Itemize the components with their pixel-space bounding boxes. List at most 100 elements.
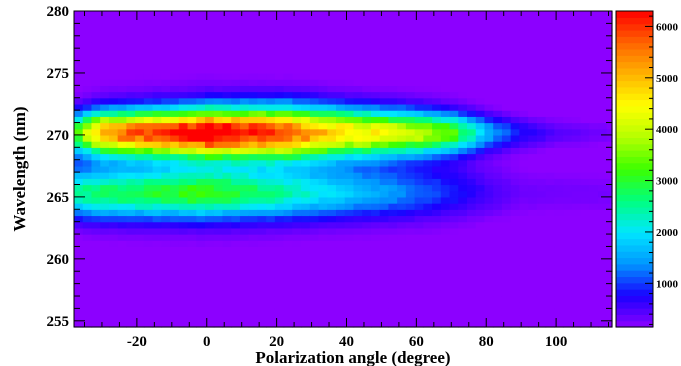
heatmap-cell [484,209,494,217]
heatmap-cell [501,172,512,179]
heatmap-cell [598,240,608,248]
heatmap-cell [536,215,547,223]
x-tick-label: 0 [203,334,211,350]
heatmap-cell [74,103,84,111]
heatmap-cell [449,29,459,37]
heatmap-cell [379,302,390,310]
heatmap-cell [598,172,608,179]
heatmap-cell [379,296,390,303]
heatmap-cell [170,246,180,254]
heatmap-cell [213,110,224,117]
y-tick-label: 280 [47,4,70,20]
heatmap-cell [135,265,145,272]
heatmap-cell [257,35,267,43]
heatmap-cell [74,29,84,37]
heatmap-cell [318,246,328,254]
heatmap-cell [309,252,320,260]
heatmap-cell [91,147,101,155]
heatmap-cell [336,265,346,272]
heatmap-cell [432,35,442,43]
heatmap-cell [397,221,407,229]
heatmap-cell [91,41,101,49]
heatmap-cell [353,23,363,31]
heatmap-cell [82,79,93,86]
heatmap-cell [135,221,145,229]
heatmap-cell [126,79,136,86]
color-scale-tick-label: 4000 [656,124,679,136]
heatmap-cell [449,314,459,322]
heatmap-cell [467,66,477,74]
heatmap-cell [528,116,538,124]
heatmap-cell [152,221,162,229]
heatmap-cell [397,11,407,18]
heatmap-cell [388,147,398,155]
heatmap-cell [414,209,424,217]
color-scale-tick-label: 1000 [656,278,679,290]
heatmap-cell [248,17,259,24]
heatmap-cell [327,23,337,31]
plot-frame [73,10,613,328]
heatmap-cell [222,72,232,80]
heatmap-cell [309,289,320,297]
heatmap-cell [519,320,529,328]
heatmap-cell [309,209,320,217]
heatmap-cell [405,48,416,55]
heatmap-cell [239,240,250,248]
heatmap-cell [108,234,119,241]
heatmap-cell [170,178,180,186]
heatmap-cell [484,178,494,186]
heatmap-cell [423,246,433,254]
heatmap-cell [108,116,119,124]
heatmap-cell [292,184,302,192]
heatmap-cell [336,165,346,173]
heatmap-cell [126,35,136,43]
heatmap-cell [213,296,224,303]
heatmap-cell [74,172,84,179]
heatmap-cell [432,320,442,328]
heatmap-cell [318,314,328,322]
heatmap-cell [196,110,206,117]
heatmap-cell [536,283,547,291]
heatmap-cell [449,246,459,254]
heatmap-cell [152,302,162,310]
heatmap-cell [571,302,582,310]
heatmap-cell [301,128,311,136]
heatmap-cell [248,178,259,186]
heatmap-cell [152,17,162,24]
heatmap-cell [519,196,529,204]
heatmap-cell [170,296,180,303]
heatmap-cell [213,41,224,49]
heatmap-cell [91,196,101,204]
color-scale-step [616,143,653,151]
heatmap-cell [239,147,250,155]
heatmap-cell [161,221,171,229]
heatmap-cell [571,54,582,62]
heatmap-cell [100,252,110,260]
heatmap-cell [74,72,84,80]
heatmap-cell [449,23,459,31]
heatmap-cell [117,308,127,316]
heatmap-cell [344,23,355,31]
heatmap-cell [274,85,285,93]
heatmap-cell [135,122,145,130]
heatmap-cell [545,234,555,241]
heatmap-cell [397,265,407,272]
heatmap-cell [274,17,285,24]
heatmap-cell [370,29,381,37]
heatmap-cell [196,178,206,186]
heatmap-cell [143,66,154,74]
heatmap-cell [467,128,477,136]
heatmap-cell [301,122,311,130]
heatmap-cell [362,97,372,105]
heatmap-cell [100,258,110,266]
heatmap-cell [257,283,267,291]
heatmap-cell [187,165,197,173]
heatmap-cell [493,252,503,260]
heatmap-cell [318,271,328,279]
heatmap-cell [74,265,84,272]
heatmap-cell [379,271,390,279]
heatmap-cell [379,209,390,217]
heatmap-cell [589,153,599,161]
heatmap-cell [100,283,110,291]
heatmap-cell [100,246,110,254]
